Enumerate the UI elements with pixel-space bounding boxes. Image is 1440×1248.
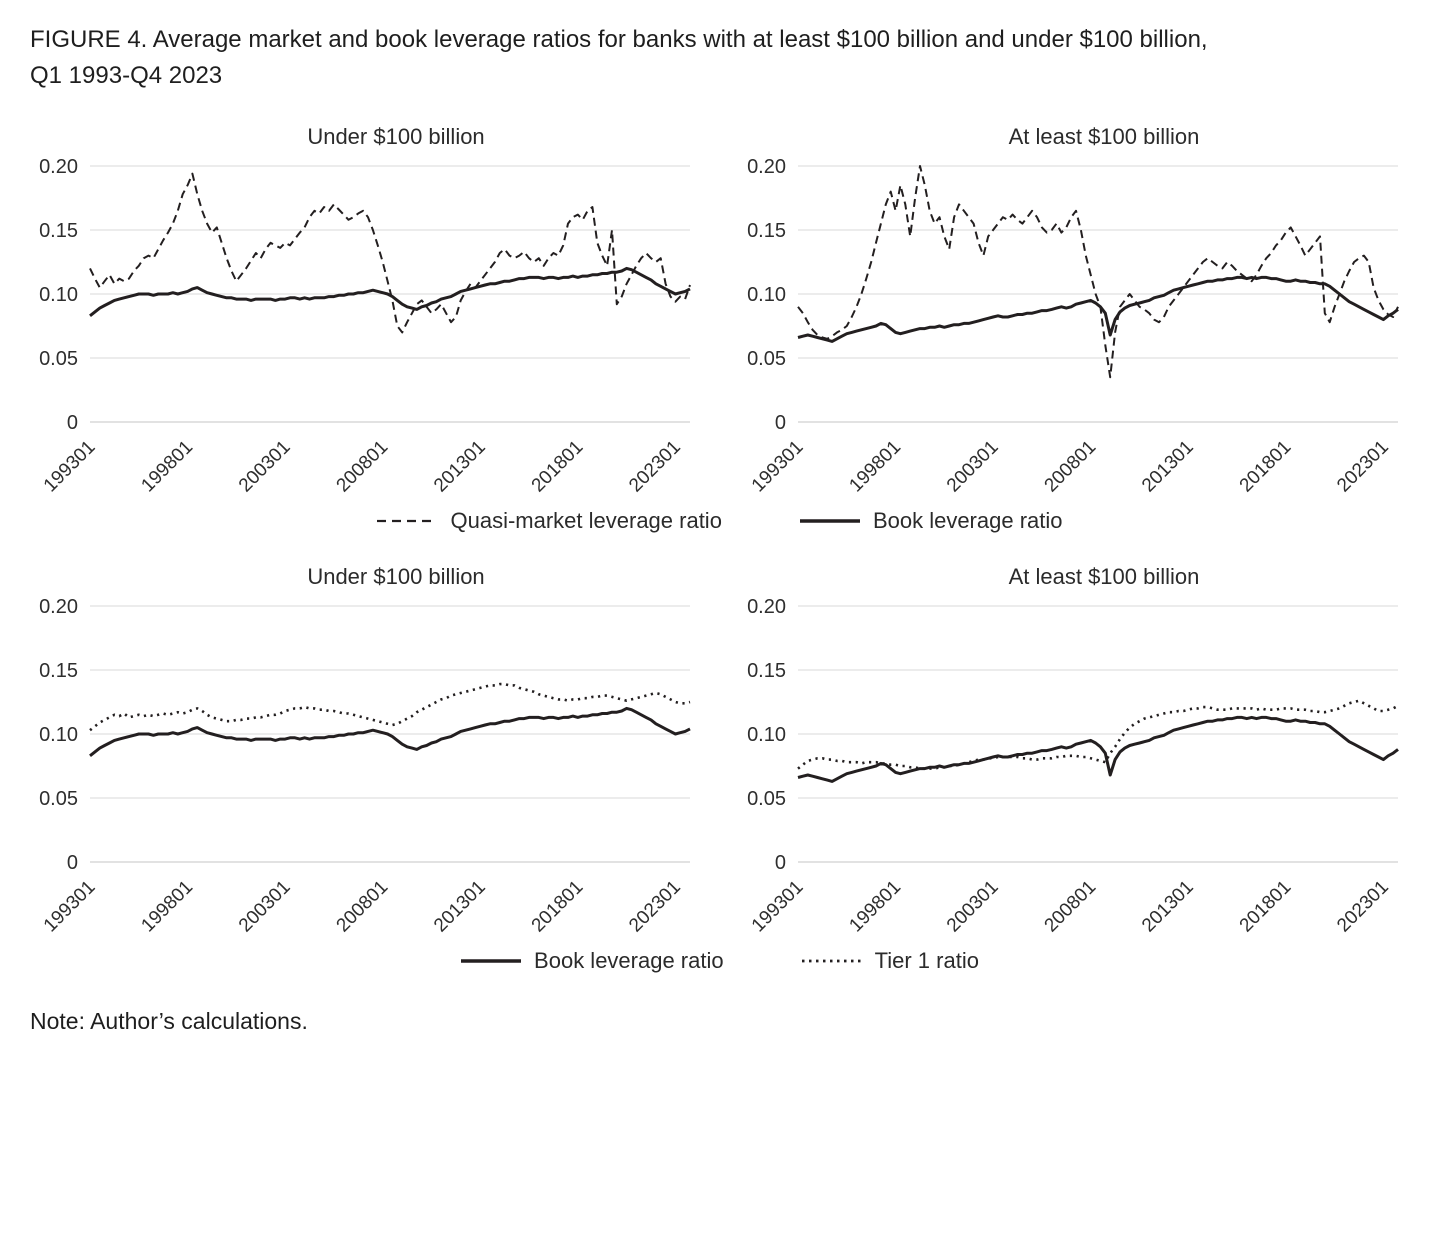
- svg-text:0.15: 0.15: [39, 220, 78, 242]
- figure-note: Note: Author’s calculations.: [30, 1008, 308, 1034]
- svg-text:0.15: 0.15: [39, 660, 78, 682]
- solid-line-icon: [461, 959, 522, 963]
- svg-text:0.10: 0.10: [747, 724, 786, 746]
- svg-text:199801: 199801: [845, 437, 905, 497]
- line-chart-canvas-atleast-100b-tier1: 0 0.05 0.10 0.15 0.20 199301 199801 200301 20080…: [747, 596, 1399, 937]
- chart-under-100b-book-vs-tier1: Under $100 billion 0 0.05 0.10 0.15 0.20 1993…: [30, 564, 702, 942]
- chart-title: Under $100 billion: [307, 124, 485, 149]
- svg-text:0.05: 0.05: [39, 788, 78, 810]
- svg-text:0.10: 0.10: [747, 284, 786, 306]
- chart-atleast-100b-market-vs-book: At least $100 billion 0 0.05 0.10 0.15 0.20 1…: [738, 124, 1410, 502]
- solid-line-icon: [799, 519, 860, 523]
- svg-text:0: 0: [775, 412, 786, 434]
- chart-grid-bottom: Under $100 billion 0 0.05 0.10 0.15 0.20 1993…: [30, 564, 1410, 942]
- legend-label: Book leverage ratio: [534, 948, 724, 973]
- figure-title-line2: Q1 1993-Q4 2023: [30, 62, 223, 89]
- svg-text:201801: 201801: [528, 877, 588, 937]
- svg-text:0.15: 0.15: [747, 220, 786, 242]
- svg-text:201301: 201301: [430, 877, 490, 937]
- svg-text:201301: 201301: [430, 437, 490, 497]
- svg-text:201301: 201301: [1138, 877, 1198, 937]
- svg-text:201801: 201801: [528, 437, 588, 497]
- svg-text:199301: 199301: [748, 437, 808, 497]
- svg-text:200301: 200301: [235, 877, 295, 937]
- svg-text:200801: 200801: [1041, 437, 1101, 497]
- legend-label: Quasi-market leverage ratio: [450, 508, 722, 533]
- figure-title: FIGURE 4. Average market and book levera…: [30, 22, 1410, 94]
- svg-text:202301: 202301: [1333, 437, 1393, 497]
- svg-text:0.20: 0.20: [747, 596, 786, 618]
- figure-page: FIGURE 4. Average market and book levera…: [30, 22, 1410, 1034]
- svg-text:0.10: 0.10: [39, 724, 78, 746]
- svg-text:200301: 200301: [943, 877, 1003, 937]
- svg-text:199301: 199301: [748, 877, 808, 937]
- svg-text:199301: 199301: [40, 877, 100, 937]
- svg-text:201301: 201301: [1138, 437, 1198, 497]
- svg-text:0.05: 0.05: [39, 348, 78, 370]
- chart-under-100b-market-vs-book: Under $100 billion 0 0.05 0.10 0.15 0.20 1993…: [30, 124, 702, 502]
- chart-grid-top: Under $100 billion 0 0.05 0.10 0.15 0.20 1993…: [30, 124, 1410, 502]
- svg-text:199801: 199801: [845, 877, 905, 937]
- legend-label: Book leverage ratio: [872, 508, 1063, 533]
- svg-text:0.10: 0.10: [39, 284, 78, 306]
- svg-text:199301: 199301: [40, 437, 100, 497]
- svg-text:201801: 201801: [1236, 437, 1296, 497]
- svg-text:200801: 200801: [1041, 877, 1101, 937]
- svg-text:200801: 200801: [333, 437, 393, 497]
- svg-text:200301: 200301: [235, 437, 295, 497]
- chart-title: At least $100 billion: [1008, 564, 1200, 589]
- svg-text:0.05: 0.05: [747, 788, 786, 810]
- svg-text:0: 0: [67, 852, 78, 874]
- figure-title-line1: FIGURE 4. Average market and book levera…: [30, 26, 1208, 53]
- line-chart-canvas-under-100b-tier1: 0 0.05 0.10 0.15 0.20 199301 199801 200301 20080…: [39, 596, 691, 937]
- svg-text:0.05: 0.05: [747, 348, 786, 370]
- svg-text:199801: 199801: [137, 877, 197, 937]
- svg-text:202301: 202301: [625, 437, 685, 497]
- legend-item-book-leverage: Book leverage ratio: [461, 948, 724, 974]
- dotted-line-icon: [801, 959, 862, 963]
- svg-text:0.20: 0.20: [39, 596, 78, 618]
- line-chart-canvas-under-100b-market: 0 0.05 0.10 0.15 0.20 199301 199801 200301 20080…: [39, 156, 691, 497]
- chart-title: At least $100 billion: [1008, 124, 1200, 149]
- chart-atleast-100b-book-vs-tier1: At least $100 billion 0 0.05 0.10 0.15 0.20 1…: [738, 564, 1410, 942]
- svg-text:0.15: 0.15: [747, 660, 786, 682]
- svg-text:0: 0: [775, 852, 786, 874]
- dashed-line-icon: [377, 519, 438, 523]
- svg-text:0.20: 0.20: [39, 156, 78, 178]
- line-chart-canvas-atleast-100b-market: 0 0.05 0.10 0.15 0.20 199301 199801 200301 20080…: [747, 156, 1399, 497]
- svg-text:201801: 201801: [1236, 877, 1296, 937]
- legend-item-book-leverage: Book leverage ratio: [799, 508, 1063, 534]
- chart-title: Under $100 billion: [307, 564, 485, 589]
- svg-text:199801: 199801: [137, 437, 197, 497]
- legend-label: Tier 1 ratio: [874, 948, 979, 973]
- svg-text:200801: 200801: [333, 877, 393, 937]
- svg-text:0.20: 0.20: [747, 156, 786, 178]
- svg-text:202301: 202301: [1333, 877, 1393, 937]
- legend-item-quasi-market: Quasi-market leverage ratio: [377, 508, 722, 534]
- legend-bottom: Book leverage ratio Tier 1 ratio: [30, 948, 1410, 974]
- svg-text:0: 0: [67, 412, 78, 434]
- svg-text:200301: 200301: [943, 437, 1003, 497]
- svg-text:202301: 202301: [625, 877, 685, 937]
- legend-item-tier1: Tier 1 ratio: [801, 948, 979, 974]
- legend-top: Quasi-market leverage ratio Book leverag…: [30, 508, 1410, 534]
